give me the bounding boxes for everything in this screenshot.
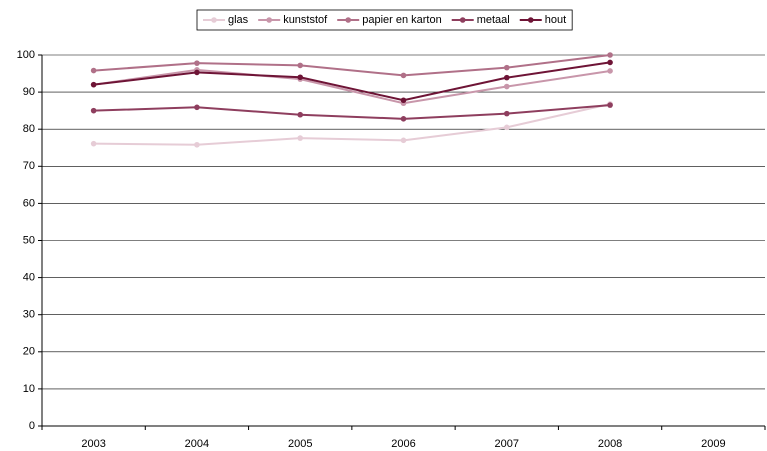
data-point — [90, 140, 97, 147]
data-point — [297, 74, 304, 81]
x-tick-label: 2004 — [185, 438, 209, 450]
y-tick-label: 30 — [23, 309, 35, 321]
data-point — [297, 62, 304, 69]
x-tick-label: 2009 — [701, 438, 725, 450]
data-point — [503, 110, 510, 117]
y-tick-label: 40 — [23, 272, 35, 284]
legend-marker — [211, 17, 217, 23]
x-tick-label: 2005 — [288, 438, 312, 450]
data-point — [400, 137, 407, 144]
data-point — [503, 74, 510, 81]
y-tick-label: 0 — [29, 420, 35, 432]
data-point — [297, 111, 304, 118]
data-point — [297, 135, 304, 141]
data-point — [400, 116, 407, 122]
data-point — [194, 141, 200, 148]
legend-marker — [266, 17, 272, 23]
legend: glas kunststof papier en karton metaal hout — [196, 9, 573, 31]
x-tick-label: 2007 — [495, 438, 519, 450]
data-point — [194, 69, 200, 76]
series-line — [93, 68, 611, 105]
legend-label: metaal — [477, 14, 510, 26]
y-tick-label: 90 — [23, 86, 35, 98]
y-tick-label: 100 — [17, 49, 35, 61]
legend-marker — [527, 17, 534, 23]
y-tick-label: 10 — [23, 383, 35, 395]
data-point — [194, 104, 200, 111]
data-point — [400, 72, 407, 79]
data-point — [400, 97, 407, 104]
y-tick-label: 70 — [23, 160, 35, 172]
y-tick-label: 60 — [23, 197, 35, 209]
x-tick-label: 2003 — [81, 438, 105, 450]
data-point — [90, 107, 97, 114]
series-line — [93, 61, 611, 102]
series-line — [93, 104, 611, 120]
series-line — [93, 102, 611, 146]
y-tick-label: 50 — [23, 234, 35, 246]
data-point — [607, 68, 613, 74]
data-point — [607, 59, 613, 66]
legend-box — [196, 9, 573, 31]
data-point — [90, 81, 97, 88]
data-point — [90, 67, 97, 74]
series-line — [93, 54, 611, 77]
x-tick-label: 2006 — [391, 438, 415, 450]
legend-label: papier en karton — [362, 14, 442, 26]
y-tick-label: 80 — [23, 123, 35, 135]
x-tick-label: 2008 — [598, 438, 622, 450]
data-point — [194, 60, 200, 66]
legend-marker — [459, 17, 466, 23]
legend-label: glas — [228, 14, 249, 26]
data-point — [503, 83, 510, 90]
data-point — [607, 52, 613, 58]
y-tick-label: 20 — [23, 346, 35, 358]
legend-label: kunststof — [283, 14, 328, 26]
data-point — [503, 64, 510, 71]
legend-marker — [345, 17, 352, 23]
legend-label: hout — [545, 14, 566, 26]
data-point — [607, 102, 613, 108]
data-point — [503, 124, 510, 131]
